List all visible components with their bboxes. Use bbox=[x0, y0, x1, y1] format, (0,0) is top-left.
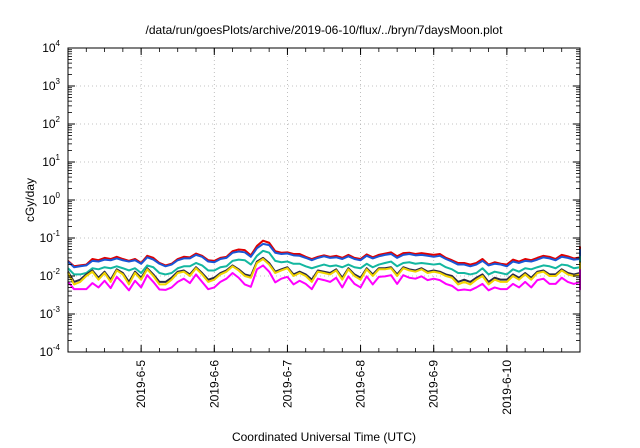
y-tick-label: 104 bbox=[42, 39, 60, 55]
y-tick-label: 10-1 bbox=[40, 229, 61, 245]
y-tick-label: 100 bbox=[42, 191, 60, 207]
x-tick-labels: 2019-6-5 2019-6-6 2019-6-7 2019-6-8 2019-6-9… bbox=[134, 360, 514, 415]
y-tick-label: 10-2 bbox=[40, 267, 61, 283]
chart-title: /data/run/goesPlots/archive/2019-06-10/f… bbox=[146, 23, 504, 37]
series-line-1 bbox=[67, 239, 581, 268]
y-tick-label: 10-3 bbox=[40, 305, 61, 321]
axis-ticks bbox=[68, 47, 580, 353]
grid bbox=[68, 48, 580, 352]
x-tick-label: 2019-6-8 bbox=[354, 360, 368, 408]
y-tick-labels: 10-4 10-3 10-2 10-1 100 101 102 103 104 bbox=[40, 39, 61, 359]
x-tick-label: 2019-6-10 bbox=[500, 360, 514, 415]
y-tick-label: 10-4 bbox=[40, 343, 61, 359]
y-tick-label: 103 bbox=[42, 77, 60, 93]
x-axis-title: Coordinated Universal Time (UTC) bbox=[232, 430, 416, 444]
series-group bbox=[67, 239, 581, 292]
x-tick-label: 2019-6-6 bbox=[207, 360, 221, 408]
x-tick-label: 2019-6-9 bbox=[427, 360, 441, 408]
y-tick-label: 101 bbox=[42, 153, 60, 169]
x-tick-label: 2019-6-5 bbox=[134, 360, 148, 408]
y-axis-title: cGy/day bbox=[23, 178, 37, 222]
x-tick-label: 2019-6-7 bbox=[280, 360, 294, 408]
y-tick-label: 102 bbox=[42, 115, 60, 131]
